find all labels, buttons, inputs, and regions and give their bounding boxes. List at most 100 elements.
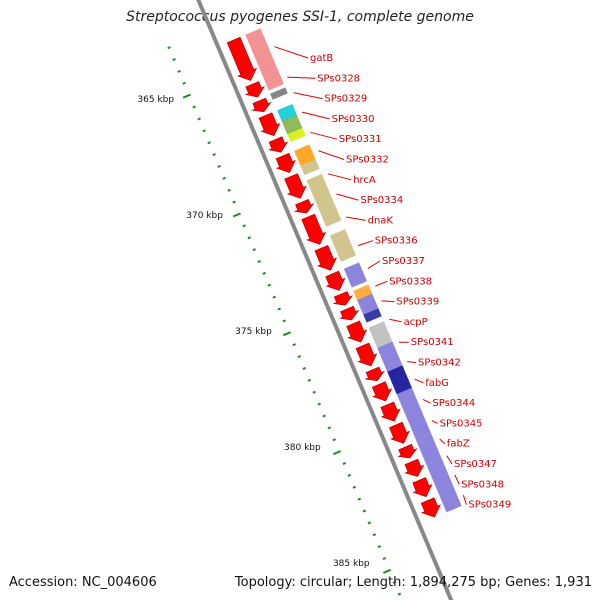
genome-summary-text: Topology: circular; Length: 1,894,275 bp… bbox=[234, 575, 592, 590]
cds-arrow bbox=[364, 366, 385, 382]
cds-arrow bbox=[251, 97, 272, 113]
minor-tick bbox=[227, 188, 231, 192]
gene-labels: gatB SPs0328 SPs0329 SPs0330 SPs0331 SPs0332 h… bbox=[274, 46, 511, 511]
cds-arrow bbox=[389, 421, 410, 444]
gene-label: SPs0332 bbox=[346, 155, 389, 166]
cds-arrow bbox=[325, 270, 346, 291]
leader-line bbox=[318, 150, 345, 160]
major-tick bbox=[232, 212, 241, 218]
minor-tick bbox=[257, 260, 261, 264]
minor-tick bbox=[327, 426, 332, 430]
gene-label: fabZ bbox=[447, 439, 470, 450]
cds-arrow bbox=[301, 213, 327, 245]
leader-line bbox=[310, 131, 337, 140]
gene-label: gatB bbox=[310, 53, 333, 64]
cog-bar bbox=[270, 87, 288, 100]
minor-tick bbox=[267, 283, 271, 287]
minor-tick bbox=[167, 46, 171, 50]
gene-label: SPs0329 bbox=[324, 94, 367, 105]
cds-arrow bbox=[380, 401, 401, 422]
minor-tick bbox=[302, 366, 307, 370]
genome-backbone bbox=[196, 0, 454, 600]
minor-tick bbox=[277, 307, 281, 311]
leader-line bbox=[446, 455, 453, 465]
cog-bar bbox=[306, 173, 342, 227]
cds-arrow bbox=[338, 305, 360, 321]
minor-tick bbox=[177, 69, 181, 73]
minor-tick bbox=[317, 402, 322, 406]
leader-line bbox=[389, 318, 402, 323]
minor-tick bbox=[332, 438, 337, 442]
major-tick bbox=[182, 93, 191, 99]
scale-label: 380 kbp bbox=[284, 443, 321, 453]
minor-tick bbox=[207, 141, 211, 145]
minor-tick bbox=[362, 509, 367, 513]
leader-line bbox=[422, 398, 431, 404]
minor-tick bbox=[372, 533, 377, 537]
gene-label: SPs0342 bbox=[418, 358, 461, 369]
genome-title: Streptococcus pyogenes SSI-1, complete g… bbox=[126, 9, 474, 25]
minor-tick bbox=[197, 117, 201, 121]
gene-label: SPs0348 bbox=[461, 479, 504, 490]
cds-arrow bbox=[244, 81, 265, 98]
backbone-line bbox=[196, 0, 454, 600]
scale-ticks bbox=[167, 46, 402, 596]
cog-track bbox=[245, 28, 462, 513]
leader-line bbox=[358, 240, 373, 247]
leader-line bbox=[381, 300, 395, 303]
minor-tick bbox=[392, 580, 397, 584]
leader-line bbox=[327, 173, 352, 181]
cog-bar bbox=[329, 229, 357, 262]
gene-label: SPs0336 bbox=[375, 236, 418, 247]
leader-line bbox=[287, 76, 316, 79]
cds-arrow bbox=[355, 342, 378, 367]
minor-tick bbox=[382, 557, 387, 561]
minor-tick bbox=[322, 414, 327, 418]
gene-label: dnaK bbox=[368, 215, 394, 226]
minor-tick bbox=[182, 81, 186, 85]
cds-arrow bbox=[371, 381, 393, 402]
minor-tick bbox=[192, 105, 196, 109]
minor-tick bbox=[232, 200, 236, 204]
gene-label: SPs0330 bbox=[332, 114, 375, 125]
gene-label: SPs0334 bbox=[360, 195, 403, 206]
cds-arrow bbox=[332, 291, 354, 306]
minor-tick bbox=[297, 355, 301, 359]
major-tick bbox=[282, 331, 291, 337]
cds-arrow bbox=[284, 173, 307, 199]
cds-arrow bbox=[275, 152, 296, 173]
cog-bar bbox=[422, 448, 462, 513]
scale-label: 365 kbp bbox=[137, 95, 174, 105]
minor-tick bbox=[172, 58, 176, 62]
minor-tick bbox=[242, 224, 246, 228]
minor-tick bbox=[247, 236, 251, 240]
minor-tick bbox=[292, 343, 296, 347]
scale-label: 370 kbp bbox=[186, 211, 223, 221]
minor-tick bbox=[222, 176, 226, 180]
leader-line bbox=[367, 260, 381, 270]
cog-bar bbox=[287, 127, 306, 143]
accession-text: Accession: NC_004606 bbox=[9, 575, 157, 590]
leader-line bbox=[274, 46, 309, 59]
minor-tick bbox=[282, 319, 286, 323]
scale-label: 375 kbp bbox=[235, 327, 272, 337]
minor-tick bbox=[367, 521, 372, 525]
cog-bar bbox=[343, 262, 368, 288]
minor-tick bbox=[307, 378, 312, 382]
minor-tick bbox=[377, 545, 382, 549]
scale-labels: 365 kbp 370 kbp 375 kbp 380 kbp 385 kbp bbox=[137, 95, 370, 569]
cds-arrow bbox=[420, 497, 441, 518]
cds-arrow bbox=[397, 443, 418, 459]
cds-arrow bbox=[226, 36, 258, 81]
minor-tick bbox=[212, 153, 216, 157]
minor-tick bbox=[312, 390, 317, 394]
cds-arrow bbox=[258, 112, 281, 137]
leader-line bbox=[301, 111, 330, 120]
minor-tick bbox=[272, 295, 276, 299]
major-tick bbox=[382, 568, 392, 574]
cds-arrow bbox=[293, 199, 315, 214]
cog-bar bbox=[245, 28, 284, 91]
minor-tick bbox=[347, 473, 352, 477]
leader-line bbox=[375, 280, 388, 287]
